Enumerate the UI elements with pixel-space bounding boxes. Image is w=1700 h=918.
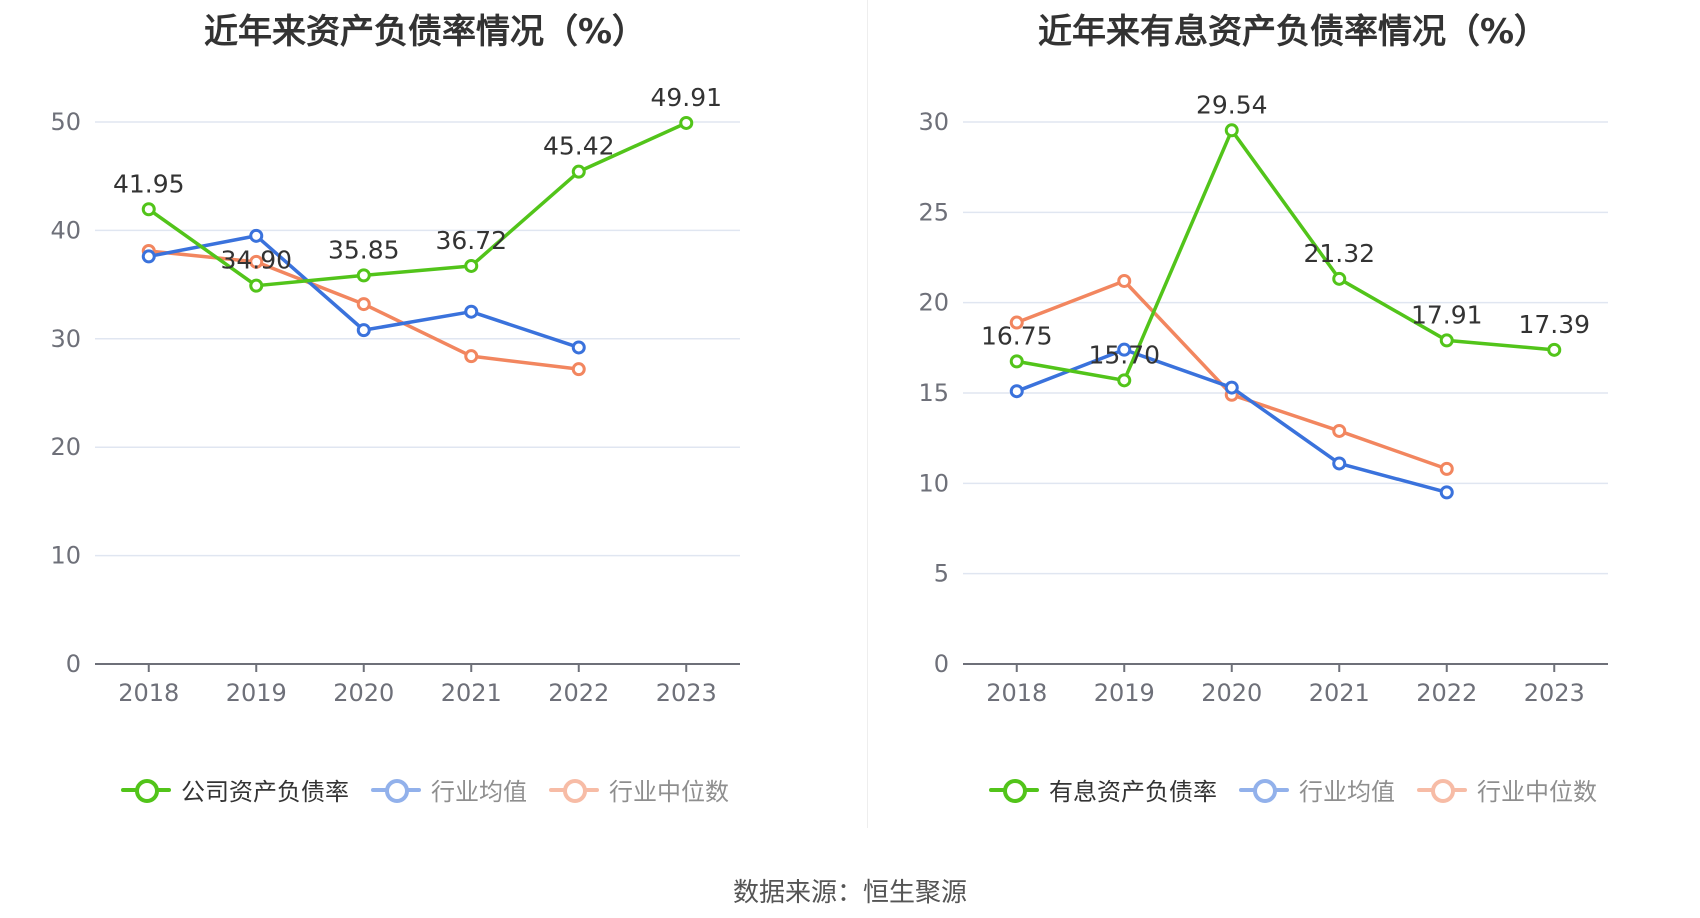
legend-swatch: [1417, 777, 1467, 803]
data-label: 29.54: [1196, 90, 1268, 119]
legend-label: 行业均值: [1299, 778, 1395, 806]
data-label: 49.91: [650, 83, 722, 112]
legend-label: 行业中位数: [1477, 778, 1597, 806]
legend-item-industry-average[interactable]: 行业均值: [371, 772, 527, 807]
legend-swatch: [121, 777, 171, 803]
data-point: [141, 202, 156, 217]
chart-panel-interest-bearing-debt-ratio: 近年来有息资产负债率情况（%） 0 5 10 15 20 25 30 2018 2019 2020…: [868, 0, 1700, 830]
legend: 有息资产负债率 行业均值 行业中位数: [868, 772, 1700, 807]
data-label: 36.72: [435, 226, 507, 255]
data-point: [1224, 123, 1239, 138]
data-point: [356, 297, 371, 312]
legend-item-company[interactable]: 有息资产负债率: [989, 772, 1217, 807]
y-tick-label: 30: [50, 325, 81, 353]
data-point: [1332, 456, 1347, 471]
x-tick-label: 2022: [1416, 679, 1477, 707]
y-tick-label: 0: [66, 650, 81, 678]
legend-swatch: [371, 777, 421, 803]
x-tick-label: 2023: [1524, 679, 1585, 707]
x-tick-label: 2021: [441, 679, 502, 707]
legend-item-industry-median[interactable]: 行业中位数: [549, 772, 729, 807]
panel-divider: [867, 0, 868, 828]
data-label: 17.39: [1518, 310, 1590, 339]
x-tick-label: 2020: [333, 679, 394, 707]
data-point: [679, 115, 694, 130]
legend-label: 公司资产负债率: [181, 778, 349, 806]
chart-panel-debt-ratio: 近年来资产负债率情况（%） 0 10 20 30 40 50 2018 2019 2020 202…: [0, 0, 850, 830]
data-point: [1009, 315, 1024, 330]
legend-label: 有息资产负债率: [1049, 778, 1217, 806]
data-point: [1009, 354, 1024, 369]
y-tick-label: 50: [50, 108, 81, 136]
legend-swatch: [989, 777, 1039, 803]
data-point: [1332, 423, 1347, 438]
x-tick-label: 2021: [1309, 679, 1370, 707]
legend: 公司资产负债率 行业均值 行业中位数: [0, 772, 850, 807]
data-point: [1009, 384, 1024, 399]
legend-item-industry-average[interactable]: 行业均值: [1239, 772, 1395, 807]
data-point: [464, 349, 479, 364]
data-point: [1224, 380, 1239, 395]
y-tick-label: 20: [918, 289, 949, 317]
data-label: 41.95: [113, 169, 185, 198]
data-point: [1547, 342, 1562, 357]
data-label: 15.70: [1088, 340, 1160, 369]
data-point: [571, 362, 586, 377]
y-tick-label: 10: [918, 469, 949, 497]
data-point: [356, 268, 371, 283]
y-tick-label: 20: [50, 433, 81, 461]
x-tick-label: 2022: [548, 679, 609, 707]
y-tick-label: 10: [50, 542, 81, 570]
x-tick-label: 2018: [986, 679, 1047, 707]
data-point: [1439, 461, 1454, 476]
data-point: [249, 228, 264, 243]
data-point: [141, 249, 156, 264]
data-point: [571, 164, 586, 179]
data-label: 45.42: [543, 132, 615, 161]
y-tick-label: 30: [918, 108, 949, 136]
y-tick-label: 40: [50, 216, 81, 244]
data-point: [464, 304, 479, 319]
y-tick-label: 15: [918, 379, 949, 407]
legend-item-industry-median[interactable]: 行业中位数: [1417, 772, 1597, 807]
x-tick-label: 2023: [656, 679, 717, 707]
legend-swatch: [549, 777, 599, 803]
series-line: [147, 121, 687, 288]
series-line: [1016, 279, 1448, 471]
legend-swatch: [1239, 777, 1289, 803]
chart-title: 近年来有息资产负债率情况（%）: [1037, 12, 1549, 52]
data-point: [1439, 333, 1454, 348]
data-point: [1332, 271, 1347, 286]
data-label: 34.90: [220, 246, 292, 275]
data-point: [1117, 273, 1132, 288]
data-point: [464, 258, 479, 273]
data-label: 17.91: [1411, 300, 1483, 329]
data-point: [249, 278, 264, 293]
x-tick-label: 2020: [1201, 679, 1262, 707]
y-tick-label: 25: [918, 198, 949, 226]
data-point: [356, 323, 371, 338]
data-point: [249, 254, 264, 269]
legend-label: 行业中位数: [609, 778, 729, 806]
data-point: [1117, 373, 1132, 388]
series-line: [1016, 128, 1555, 383]
data-label: 21.32: [1303, 239, 1375, 268]
x-tick-label: 2019: [1094, 679, 1155, 707]
y-tick-label: 5: [934, 560, 949, 588]
y-tick-label: 0: [934, 650, 949, 678]
data-label: 16.75: [981, 321, 1053, 350]
line-chart-interest-bearing-debt-ratio: 0 5 10 15 20 25 30 2018 2019 2020 2021 2022 2023 16.7…: [918, 90, 1608, 707]
x-tick-label: 2019: [226, 679, 287, 707]
legend-item-company[interactable]: 公司资产负债率: [121, 772, 349, 807]
data-label: 35.85: [328, 235, 400, 264]
data-source-note: 数据来源：恒生聚源: [732, 878, 967, 908]
x-tick-label: 2018: [118, 679, 179, 707]
legend-label: 行业均值: [431, 778, 527, 806]
chart-title: 近年来资产负债率情况（%）: [203, 12, 647, 52]
data-point: [1439, 485, 1454, 500]
line-chart-debt-ratio: 0 10 20 30 40 50 2018 2019 2020 2021 2022 2023 41.95…: [50, 83, 740, 707]
data-point: [1117, 342, 1132, 357]
data-point: [571, 340, 586, 355]
